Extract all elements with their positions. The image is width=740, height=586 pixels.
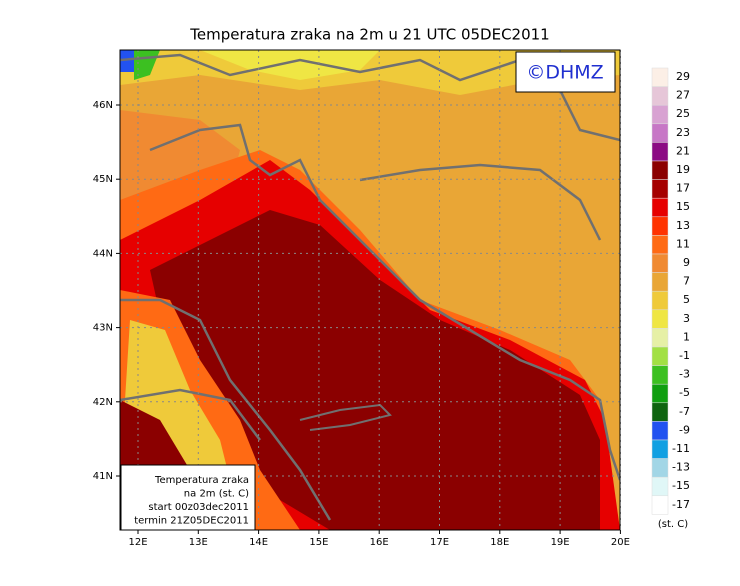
legend-label: 21 bbox=[676, 144, 690, 157]
legend-label: -17 bbox=[672, 498, 690, 511]
info-line: Temperatura zraka bbox=[154, 475, 249, 486]
legend-label: -13 bbox=[672, 461, 690, 474]
legend-swatch bbox=[651, 197, 669, 218]
legend-swatch bbox=[651, 272, 669, 292]
latitude-label: 41N bbox=[93, 471, 113, 482]
latitude-label: 44N bbox=[93, 248, 113, 259]
temperature-field bbox=[120, 50, 620, 530]
info-line: start 00z03dec2011 bbox=[148, 502, 249, 513]
longitude-label: 17E bbox=[430, 537, 449, 548]
legend-label: -1 bbox=[679, 349, 690, 362]
legend-label: 1 bbox=[683, 330, 690, 343]
longitude-label: 20E bbox=[611, 537, 630, 548]
legend-label: -15 bbox=[672, 479, 690, 492]
legend-swatch bbox=[651, 346, 669, 366]
info-lines: Temperatura zraka na 2m (st. C) start 00z0… bbox=[134, 475, 249, 527]
legend-label: 17 bbox=[676, 182, 690, 195]
legend-label: 29 bbox=[676, 70, 690, 83]
title: Temperatura zraka na 2m u 21 UTC 05DEC20… bbox=[189, 26, 549, 44]
logo-box bbox=[515, 51, 616, 93]
legend-swatch bbox=[651, 439, 669, 459]
legend-label: 15 bbox=[676, 200, 690, 213]
legend-swatch bbox=[651, 421, 669, 441]
longitude-label: 16E bbox=[370, 537, 389, 548]
map-frame bbox=[119, 49, 621, 531]
legend-swatch bbox=[651, 290, 669, 311]
legend-swatch bbox=[651, 458, 669, 478]
legend-label: 11 bbox=[676, 237, 690, 250]
legend-swatch bbox=[651, 216, 669, 236]
legend-swatch bbox=[651, 383, 669, 404]
legend-swatch bbox=[651, 235, 669, 255]
legend-label: 25 bbox=[676, 107, 690, 120]
longitude-label: 14E bbox=[249, 537, 268, 548]
legend-label: 5 bbox=[683, 293, 690, 306]
legend-label: 23 bbox=[676, 126, 690, 139]
legend-swatch bbox=[651, 104, 669, 125]
legend-label: 27 bbox=[676, 89, 690, 102]
logo: ©DHMZ bbox=[526, 62, 603, 84]
legend-label: 19 bbox=[676, 163, 690, 176]
longitude-label: 13E bbox=[189, 537, 208, 548]
legend-swatch bbox=[651, 476, 669, 497]
legend-label: -11 bbox=[672, 442, 690, 455]
legend-swatch bbox=[651, 142, 669, 162]
legend-swatch bbox=[651, 86, 669, 106]
longitude-label: 18E bbox=[490, 537, 509, 548]
latitude-label: 42N bbox=[93, 397, 113, 408]
legend-label: 13 bbox=[676, 219, 690, 232]
legend-label: 9 bbox=[683, 256, 690, 269]
info-line: na 2m (st. C) bbox=[184, 489, 249, 500]
longitude-label: 19E bbox=[551, 537, 570, 548]
legend-label: -5 bbox=[679, 386, 690, 399]
legend-swatch bbox=[651, 365, 669, 385]
legend-label: 7 bbox=[683, 275, 690, 288]
legend-swatch bbox=[651, 495, 669, 515]
legend-swatch bbox=[651, 123, 669, 143]
latitude-label: 43N bbox=[93, 323, 113, 334]
info-box bbox=[120, 464, 256, 531]
legend-swatch bbox=[651, 253, 669, 273]
latitude-label: 46N bbox=[93, 100, 113, 111]
legend-swatch bbox=[651, 309, 669, 329]
longitude-label: 12E bbox=[128, 537, 147, 548]
legend-unit: (st. C) bbox=[658, 519, 688, 530]
legend-swatch bbox=[651, 402, 669, 422]
latitude-label: 45N bbox=[93, 174, 113, 185]
legend-swatch bbox=[651, 179, 669, 199]
legend-label: -3 bbox=[679, 368, 690, 381]
legend-label: 3 bbox=[683, 312, 690, 325]
legend-swatch bbox=[651, 160, 669, 180]
legend: 29 27 25 23 21 19 17 15 13 11 9 7 5 3 1 -1 -3 -5 -7 -9 -11 -1… bbox=[651, 67, 690, 515]
legend-swatch bbox=[651, 328, 669, 348]
legend-label: -9 bbox=[679, 423, 690, 436]
longitude-label: 15E bbox=[309, 537, 328, 548]
info-line: termin 21Z05DEC2011 bbox=[134, 516, 249, 527]
legend-label: -7 bbox=[679, 405, 690, 418]
legend-swatch bbox=[651, 67, 669, 87]
